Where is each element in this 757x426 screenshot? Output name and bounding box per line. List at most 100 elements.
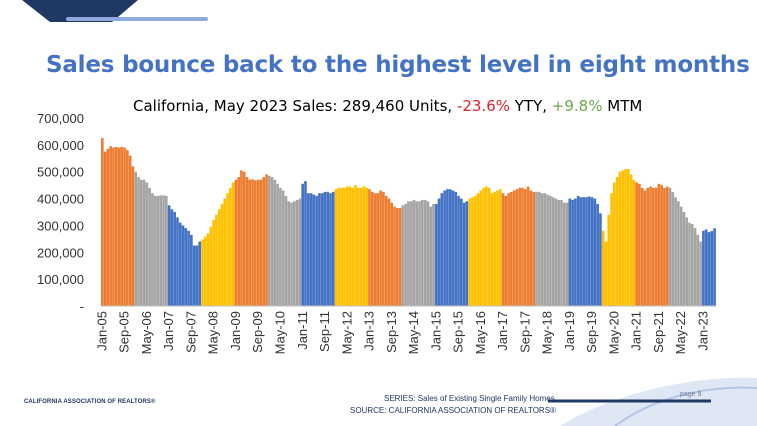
bar (632, 179, 636, 306)
x-tick-label: Sep-17 (517, 311, 532, 353)
bar (345, 186, 349, 306)
bar (412, 199, 416, 306)
bar (276, 183, 279, 306)
bar (215, 214, 218, 306)
bar (409, 201, 413, 306)
bar (454, 191, 458, 306)
bar (521, 187, 524, 306)
bar (540, 193, 544, 306)
slide-headline: Sales bounce back to the highest level i… (46, 52, 750, 78)
bar (610, 193, 613, 306)
bar (585, 197, 588, 306)
bar (201, 239, 204, 306)
bar (128, 155, 132, 306)
bar (596, 203, 599, 306)
bar (668, 187, 672, 306)
bar (599, 213, 602, 306)
bar (173, 212, 176, 306)
bar (618, 171, 622, 306)
bar (690, 224, 694, 306)
bar (462, 202, 466, 306)
y-tick-label: 400,000 (37, 192, 84, 207)
bar (134, 171, 138, 306)
bar (382, 191, 385, 306)
bar (493, 191, 497, 306)
bar (234, 179, 238, 306)
x-tick-label: May-14 (406, 311, 421, 354)
bar (707, 232, 711, 306)
bar (565, 202, 569, 306)
bar (251, 179, 254, 306)
bar (560, 199, 563, 306)
bar (576, 195, 580, 306)
x-tick-label: Jan-05 (94, 311, 109, 351)
bar (704, 229, 708, 306)
bar (504, 195, 508, 306)
mtm-label: MTM (602, 97, 643, 115)
bar (203, 236, 207, 306)
bar (551, 197, 555, 306)
bar (231, 182, 235, 306)
bar (162, 195, 165, 306)
bar (677, 201, 680, 306)
footer-series: SERIES: Sales of Existing Single Family … (384, 394, 555, 403)
bar (390, 202, 394, 306)
y-tick-label: 200,000 (37, 245, 84, 260)
bar (490, 193, 494, 306)
bar (638, 183, 641, 306)
bar (426, 201, 430, 306)
bar (120, 146, 124, 306)
bar (710, 231, 714, 306)
bar (512, 190, 516, 306)
bar (176, 217, 179, 306)
bar (267, 175, 271, 306)
bar (117, 147, 121, 306)
bar (103, 151, 107, 306)
bar (284, 195, 288, 306)
bar (245, 177, 249, 306)
x-tick-label: May-10 (272, 311, 287, 354)
bar (515, 189, 519, 306)
bar (465, 201, 469, 306)
bar (471, 197, 474, 306)
bar (582, 197, 586, 306)
bar (326, 191, 330, 306)
bar (181, 225, 185, 306)
x-tick-label: Sep-07 (183, 311, 198, 353)
bar (248, 179, 252, 306)
bar (279, 187, 282, 306)
x-tick-label: May-22 (673, 311, 688, 354)
bar (301, 183, 304, 306)
page-number: page 9 (680, 391, 702, 398)
bar (145, 182, 149, 306)
bar (137, 177, 140, 306)
x-tick-label: Sep-13 (384, 311, 399, 353)
bar (498, 189, 502, 306)
bar (507, 193, 510, 306)
footer-source: SOURCE: CALIFORNIA ASSOCIATION OF REALTO… (350, 406, 556, 415)
bar (315, 195, 318, 306)
bar (242, 171, 246, 306)
bar (562, 202, 566, 306)
bar (187, 230, 190, 306)
bar (287, 201, 291, 306)
bar (482, 187, 485, 306)
x-tick-label: Sep-05 (117, 311, 132, 353)
bar (535, 191, 538, 306)
bar (354, 185, 357, 306)
bar (660, 185, 663, 306)
bar (626, 169, 630, 306)
bar (699, 241, 702, 306)
bar (679, 206, 683, 306)
bar (184, 228, 188, 306)
bar (123, 147, 126, 306)
bar (206, 233, 210, 306)
bar (351, 187, 355, 306)
bar (398, 207, 402, 306)
bar (468, 198, 471, 306)
bar (437, 198, 441, 306)
bar (368, 189, 371, 306)
bar (259, 179, 263, 306)
bar (240, 170, 243, 306)
